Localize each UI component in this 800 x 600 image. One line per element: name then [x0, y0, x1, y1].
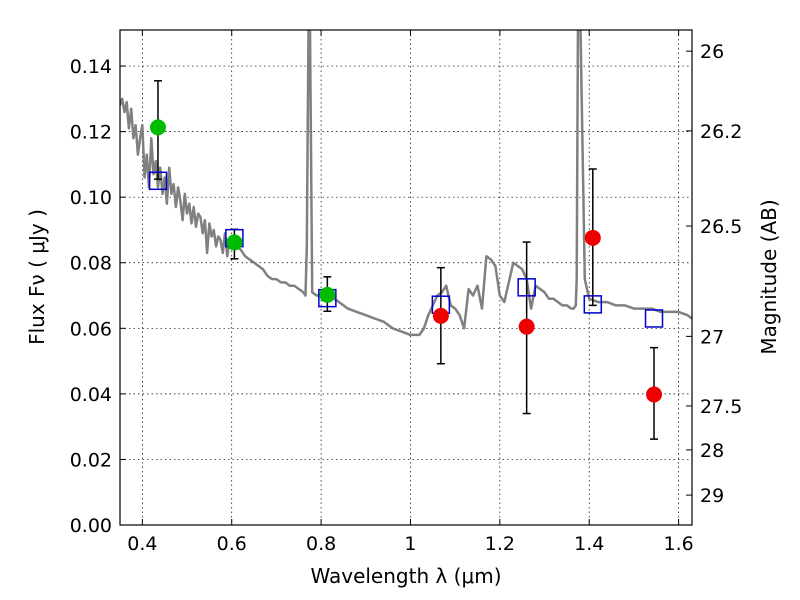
- observed-point: [584, 229, 601, 246]
- y-axis-title: Flux Fν ( μJy ): [25, 209, 49, 345]
- x-tick-label: 1.4: [574, 533, 604, 555]
- x-tick-label: 0.8: [306, 533, 336, 555]
- right-tick-label: 26.5: [700, 216, 742, 238]
- right-tick-label: 26.2: [700, 121, 742, 143]
- x-tick-label: 1: [404, 533, 416, 555]
- y-tick-label: 0.12: [70, 122, 112, 144]
- axis-ticks: 0.4 0.6 0.8 1 1.2 1.4 1.6 0.00 0.02 0.04 0.06 0.08 0…: [70, 30, 742, 555]
- plot-frame: [119, 29, 693, 526]
- y-tick-label: 0.10: [70, 187, 112, 209]
- observed-point: [432, 307, 449, 324]
- grid-lines: [120, 30, 692, 526]
- x-axis-title: Wavelength λ (μm): [310, 564, 501, 588]
- right-tick-label: 28: [700, 440, 724, 462]
- observed-point: [646, 386, 663, 403]
- observed-point: [149, 119, 166, 136]
- data-markers: [148, 119, 664, 403]
- right-tick-label: 29: [700, 485, 724, 507]
- model-spectrum: [120, 30, 692, 337]
- y-tick-label: 0.04: [70, 384, 112, 406]
- y-tick-label: 0.06: [70, 318, 112, 340]
- observed-point: [518, 318, 535, 335]
- x-tick-label: 1.2: [485, 533, 515, 555]
- y-tick-label: 0.08: [70, 253, 112, 275]
- y-tick-label: 0.00: [70, 515, 112, 537]
- model-square-marker: [148, 171, 168, 191]
- observed-point: [226, 234, 243, 251]
- model-square-marker: [517, 278, 536, 297]
- right-axis-title: Magnitude (AB): [757, 199, 781, 354]
- model-square-marker: [644, 309, 664, 328]
- right-tick-label: 26: [700, 41, 724, 63]
- y-tick-label: 0.14: [70, 56, 112, 78]
- spectrum-line: [120, 30, 692, 337]
- model-square-marker: [583, 295, 603, 314]
- observed-point: [319, 286, 336, 303]
- right-tick-label: 27: [700, 326, 724, 348]
- x-tick-label: 0.4: [127, 533, 157, 555]
- y-tick-label: 0.02: [70, 449, 112, 471]
- x-tick-label: 0.6: [217, 533, 247, 555]
- x-tick-label: 1.6: [663, 533, 693, 555]
- right-tick-label: 27.5: [700, 396, 742, 418]
